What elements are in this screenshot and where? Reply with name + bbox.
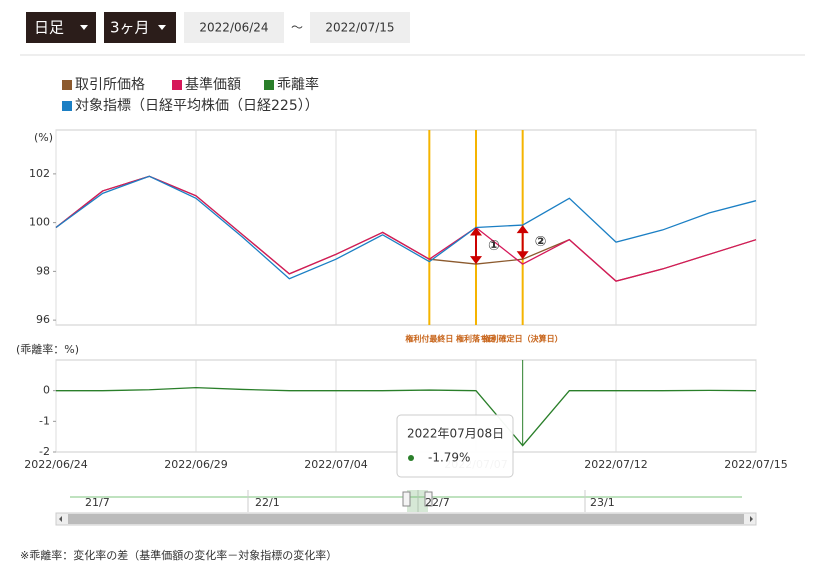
legend-label: 取引所価格	[75, 77, 145, 93]
arrow-marker: ①	[488, 238, 500, 254]
event-label: 権利確定日（決算日）	[483, 334, 563, 344]
y-tick-label: 100	[29, 216, 50, 229]
y-tick-label: 0	[43, 384, 50, 397]
legend-label: 基準価額	[185, 76, 241, 93]
y-axis-title: (%)	[34, 131, 53, 144]
plot-area	[55, 129, 757, 326]
end-date-input[interactable]	[310, 12, 410, 43]
legend-label: 対象指標（日経平均株価（日経225））	[75, 98, 319, 114]
series-line	[55, 175, 757, 282]
arrow-head	[516, 225, 529, 260]
dropdown-arrow	[158, 25, 166, 30]
interval-text: 日足	[34, 19, 64, 37]
arrow-marker: ②	[535, 234, 547, 250]
navigator-handle[interactable]	[424, 491, 433, 507]
start-date: 2022/06/24	[199, 21, 268, 35]
navigator-selection[interactable]	[407, 490, 428, 512]
x-tick-label: 2022/07/12	[584, 458, 647, 471]
navigator-label: 23/1	[590, 496, 615, 509]
navigator: 21/7 22/1 22/7 23/1	[55, 490, 757, 526]
end-date: 2022/07/15	[325, 21, 394, 35]
series-line	[56, 386, 757, 447]
navigator-handle[interactable]	[402, 491, 411, 507]
series-line	[55, 175, 757, 282]
arrow-head	[470, 227, 482, 265]
series-line	[55, 175, 757, 280]
x-tick-label: 2022/07/15	[724, 458, 787, 471]
legend-swatch	[264, 80, 274, 90]
footnote: ※乖離率：変化率の差（基準価額の変化率－対象指標の変化率）	[20, 548, 337, 562]
y-tick-label: 96	[36, 313, 50, 326]
navigator-label: 21/7	[85, 496, 110, 509]
navigator-label: 22/1	[255, 496, 280, 509]
period-text: 3ヶ月	[110, 19, 150, 37]
y-tick-label: -2	[39, 445, 50, 458]
start-date-input[interactable]	[184, 12, 284, 43]
legend-swatch	[172, 80, 182, 90]
tooltip-title: 2022年07月08日	[407, 427, 504, 441]
event-label: 権利落ち日	[456, 334, 496, 344]
tooltip	[396, 414, 514, 478]
tooltip-dot	[408, 455, 414, 461]
scrollbar-thumb[interactable]	[68, 514, 744, 524]
x-tick-label: 2022/06/24	[24, 458, 87, 471]
legend-label: 乖離率	[277, 76, 319, 93]
date-separator: ～	[291, 21, 303, 35]
event-label: 権利付最終日	[405, 334, 453, 344]
legend-swatch	[62, 101, 72, 111]
dropdown-arrow	[80, 25, 88, 30]
y-tick-label: -1	[39, 414, 50, 427]
navigator-label: 22/7	[425, 496, 450, 509]
y-tick-label: 98	[36, 264, 50, 277]
x-tick-label: 2022/06/29	[164, 458, 227, 471]
legend-swatch	[62, 80, 72, 90]
y-axis-title: (乖離率：%)	[16, 342, 79, 356]
tooltip-value: -1.79%	[428, 451, 470, 465]
y-tick-label: 102	[29, 167, 50, 180]
x-tick-label: 2022/07/04	[304, 458, 367, 471]
